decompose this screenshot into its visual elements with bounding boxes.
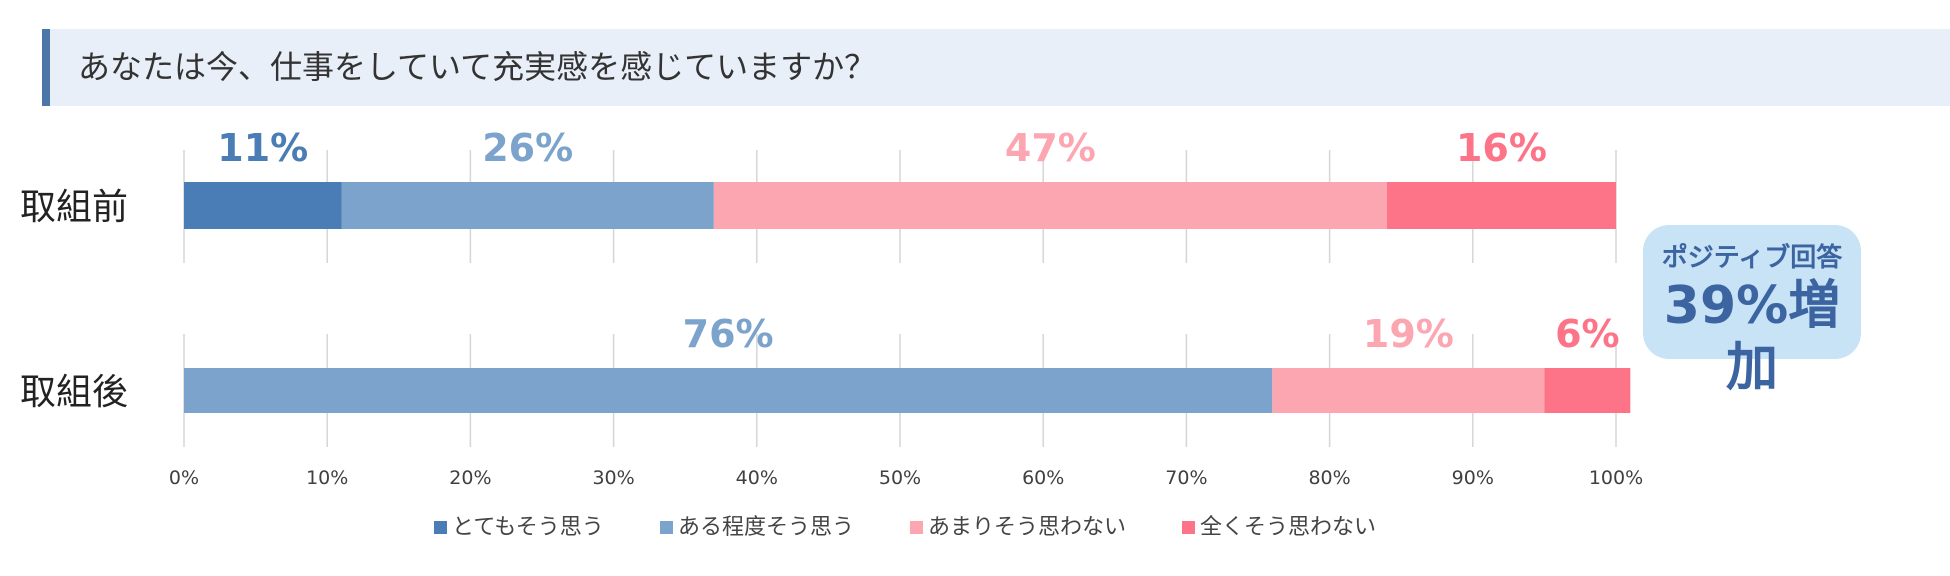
- x-tick-label: 40%: [736, 467, 778, 489]
- bar-segment: [1272, 368, 1545, 413]
- x-tick-label: 100%: [1589, 467, 1643, 489]
- legend-swatch: [910, 521, 923, 534]
- callout-value: 39%増加: [1663, 276, 1841, 398]
- x-tick-label: 50%: [879, 467, 921, 489]
- x-tick-label: 0%: [169, 467, 199, 489]
- data-label: 47%: [1005, 126, 1096, 170]
- legend-label: ある程度そう思う: [678, 515, 854, 540]
- bar-segment: [713, 182, 1387, 229]
- x-tick-label: 90%: [1452, 467, 1494, 489]
- x-tick-label: 70%: [1165, 467, 1207, 489]
- bar-segment: [184, 368, 1273, 413]
- data-label: 76%: [683, 312, 774, 356]
- bar-segment: [341, 182, 714, 229]
- data-label: 16%: [1456, 126, 1547, 170]
- legend-swatch: [1182, 521, 1195, 534]
- title-bar: あなたは今、仕事をしていて充実感を感じていますか？: [42, 29, 1950, 106]
- data-label: 26%: [482, 126, 573, 170]
- bar-segment: [1544, 368, 1631, 413]
- legend-label: 全くそう思わない: [1200, 515, 1376, 540]
- legend-label: あまりそう思わない: [928, 515, 1126, 540]
- x-tick-label: 10%: [306, 467, 348, 489]
- bar-segment: [184, 182, 342, 229]
- x-tick-label: 60%: [1022, 467, 1064, 489]
- data-label: 6%: [1555, 312, 1620, 356]
- legend-swatch: [434, 521, 447, 534]
- callout-label: ポジティブ回答: [1661, 243, 1843, 273]
- legend-swatch: [660, 521, 673, 534]
- data-label: 11%: [217, 126, 308, 170]
- data-label: 19%: [1363, 312, 1454, 356]
- x-tick-label: 20%: [449, 467, 491, 489]
- x-tick-label: 30%: [592, 467, 634, 489]
- legend-label: とてもそう思う: [452, 515, 604, 540]
- chart-title: あなたは今、仕事をしていて充実感を感じていますか？: [78, 48, 877, 86]
- x-tick-label: 80%: [1308, 467, 1350, 489]
- category-label: 取組後: [20, 372, 128, 413]
- category-label: 取組前: [20, 187, 128, 228]
- positive-answer-callout: ポジティブ回答 39%増加: [1643, 225, 1861, 398]
- bar-segment: [1386, 182, 1616, 229]
